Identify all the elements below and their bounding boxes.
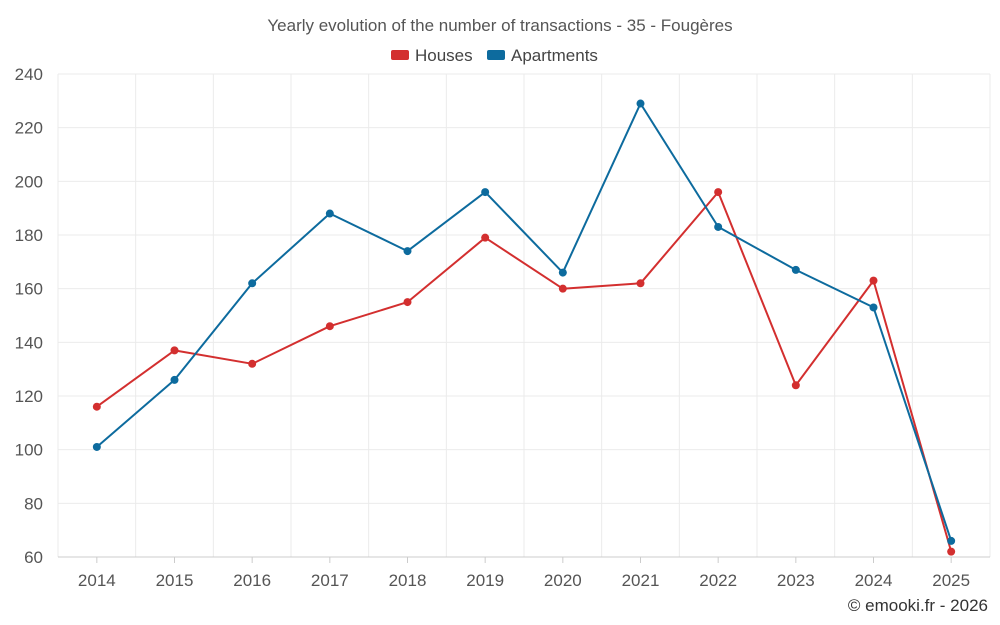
legend: Houses Apartments <box>391 46 598 65</box>
x-tick-label: 2015 <box>156 571 194 590</box>
legend-swatch-apartments <box>487 50 505 60</box>
x-tick-label: 2016 <box>233 571 271 590</box>
x-tick-label: 2018 <box>389 571 427 590</box>
series-line-apartments <box>96 102 953 542</box>
data-point-houses[interactable] <box>791 381 800 390</box>
x-tick-label: 2025 <box>932 571 970 590</box>
legend-label-apartments: Apartments <box>511 46 598 65</box>
data-point-apartments[interactable] <box>481 188 490 197</box>
data-point-houses[interactable] <box>248 359 257 368</box>
legend-item-apartments[interactable]: Apartments <box>487 46 598 65</box>
data-point-apartments[interactable] <box>714 222 723 231</box>
data-point-apartments[interactable] <box>403 247 412 256</box>
x-tick-label: 2021 <box>622 571 660 590</box>
legend-label-houses: Houses <box>415 46 473 65</box>
gridlines <box>57 73 991 558</box>
data-point-apartments[interactable] <box>170 375 179 384</box>
y-tick-label: 100 <box>15 441 43 460</box>
x-tick-label: 2022 <box>699 571 737 590</box>
data-point-houses[interactable] <box>403 298 412 307</box>
data-point-apartments[interactable] <box>791 265 800 274</box>
data-point-houses[interactable] <box>636 279 645 288</box>
legend-swatch-houses <box>391 50 409 60</box>
data-point-houses[interactable] <box>170 346 179 355</box>
y-tick-label: 80 <box>24 494 43 513</box>
data-point-houses[interactable] <box>92 402 101 411</box>
y-tick-label: 240 <box>15 65 43 84</box>
data-point-houses[interactable] <box>714 188 723 197</box>
data-point-apartments[interactable] <box>869 303 878 312</box>
x-tick-label: 2023 <box>777 571 815 590</box>
axes: 60 80 100 120 140 160 180 200 220 240 2014 2015 2016… <box>15 65 990 590</box>
y-tick-label: 180 <box>15 226 43 245</box>
series <box>92 99 956 556</box>
x-tick-label: 2019 <box>466 571 504 590</box>
series-houses <box>92 188 956 556</box>
data-point-houses[interactable] <box>947 547 956 556</box>
data-point-houses[interactable] <box>558 284 567 293</box>
data-point-apartments[interactable] <box>558 268 567 277</box>
data-point-apartments[interactable] <box>92 442 101 451</box>
data-point-houses[interactable] <box>325 322 334 331</box>
data-point-apartments[interactable] <box>325 209 334 218</box>
x-tick-label: 2014 <box>78 571 116 590</box>
x-tick-label: 2024 <box>855 571 893 590</box>
y-tick-label: 60 <box>24 548 43 567</box>
x-tick-label: 2017 <box>311 571 349 590</box>
y-tick-label: 120 <box>15 387 43 406</box>
data-point-houses[interactable] <box>869 276 878 285</box>
legend-item-houses[interactable]: Houses <box>391 46 473 65</box>
y-tick-label: 200 <box>15 172 43 191</box>
data-point-apartments[interactable] <box>947 536 956 545</box>
data-point-houses[interactable] <box>481 233 490 242</box>
data-point-apartments[interactable] <box>248 279 257 288</box>
series-apartments <box>92 99 956 545</box>
data-point-apartments[interactable] <box>636 99 645 108</box>
y-tick-label: 140 <box>15 333 43 352</box>
x-tick-label: 2020 <box>544 571 582 590</box>
y-tick-label: 220 <box>15 119 43 138</box>
y-tick-label: 160 <box>15 280 43 299</box>
series-line-houses <box>96 191 953 552</box>
chart-title: Yearly evolution of the number of transa… <box>267 16 732 35</box>
credit-text: © emooki.fr - 2026 <box>848 596 988 615</box>
